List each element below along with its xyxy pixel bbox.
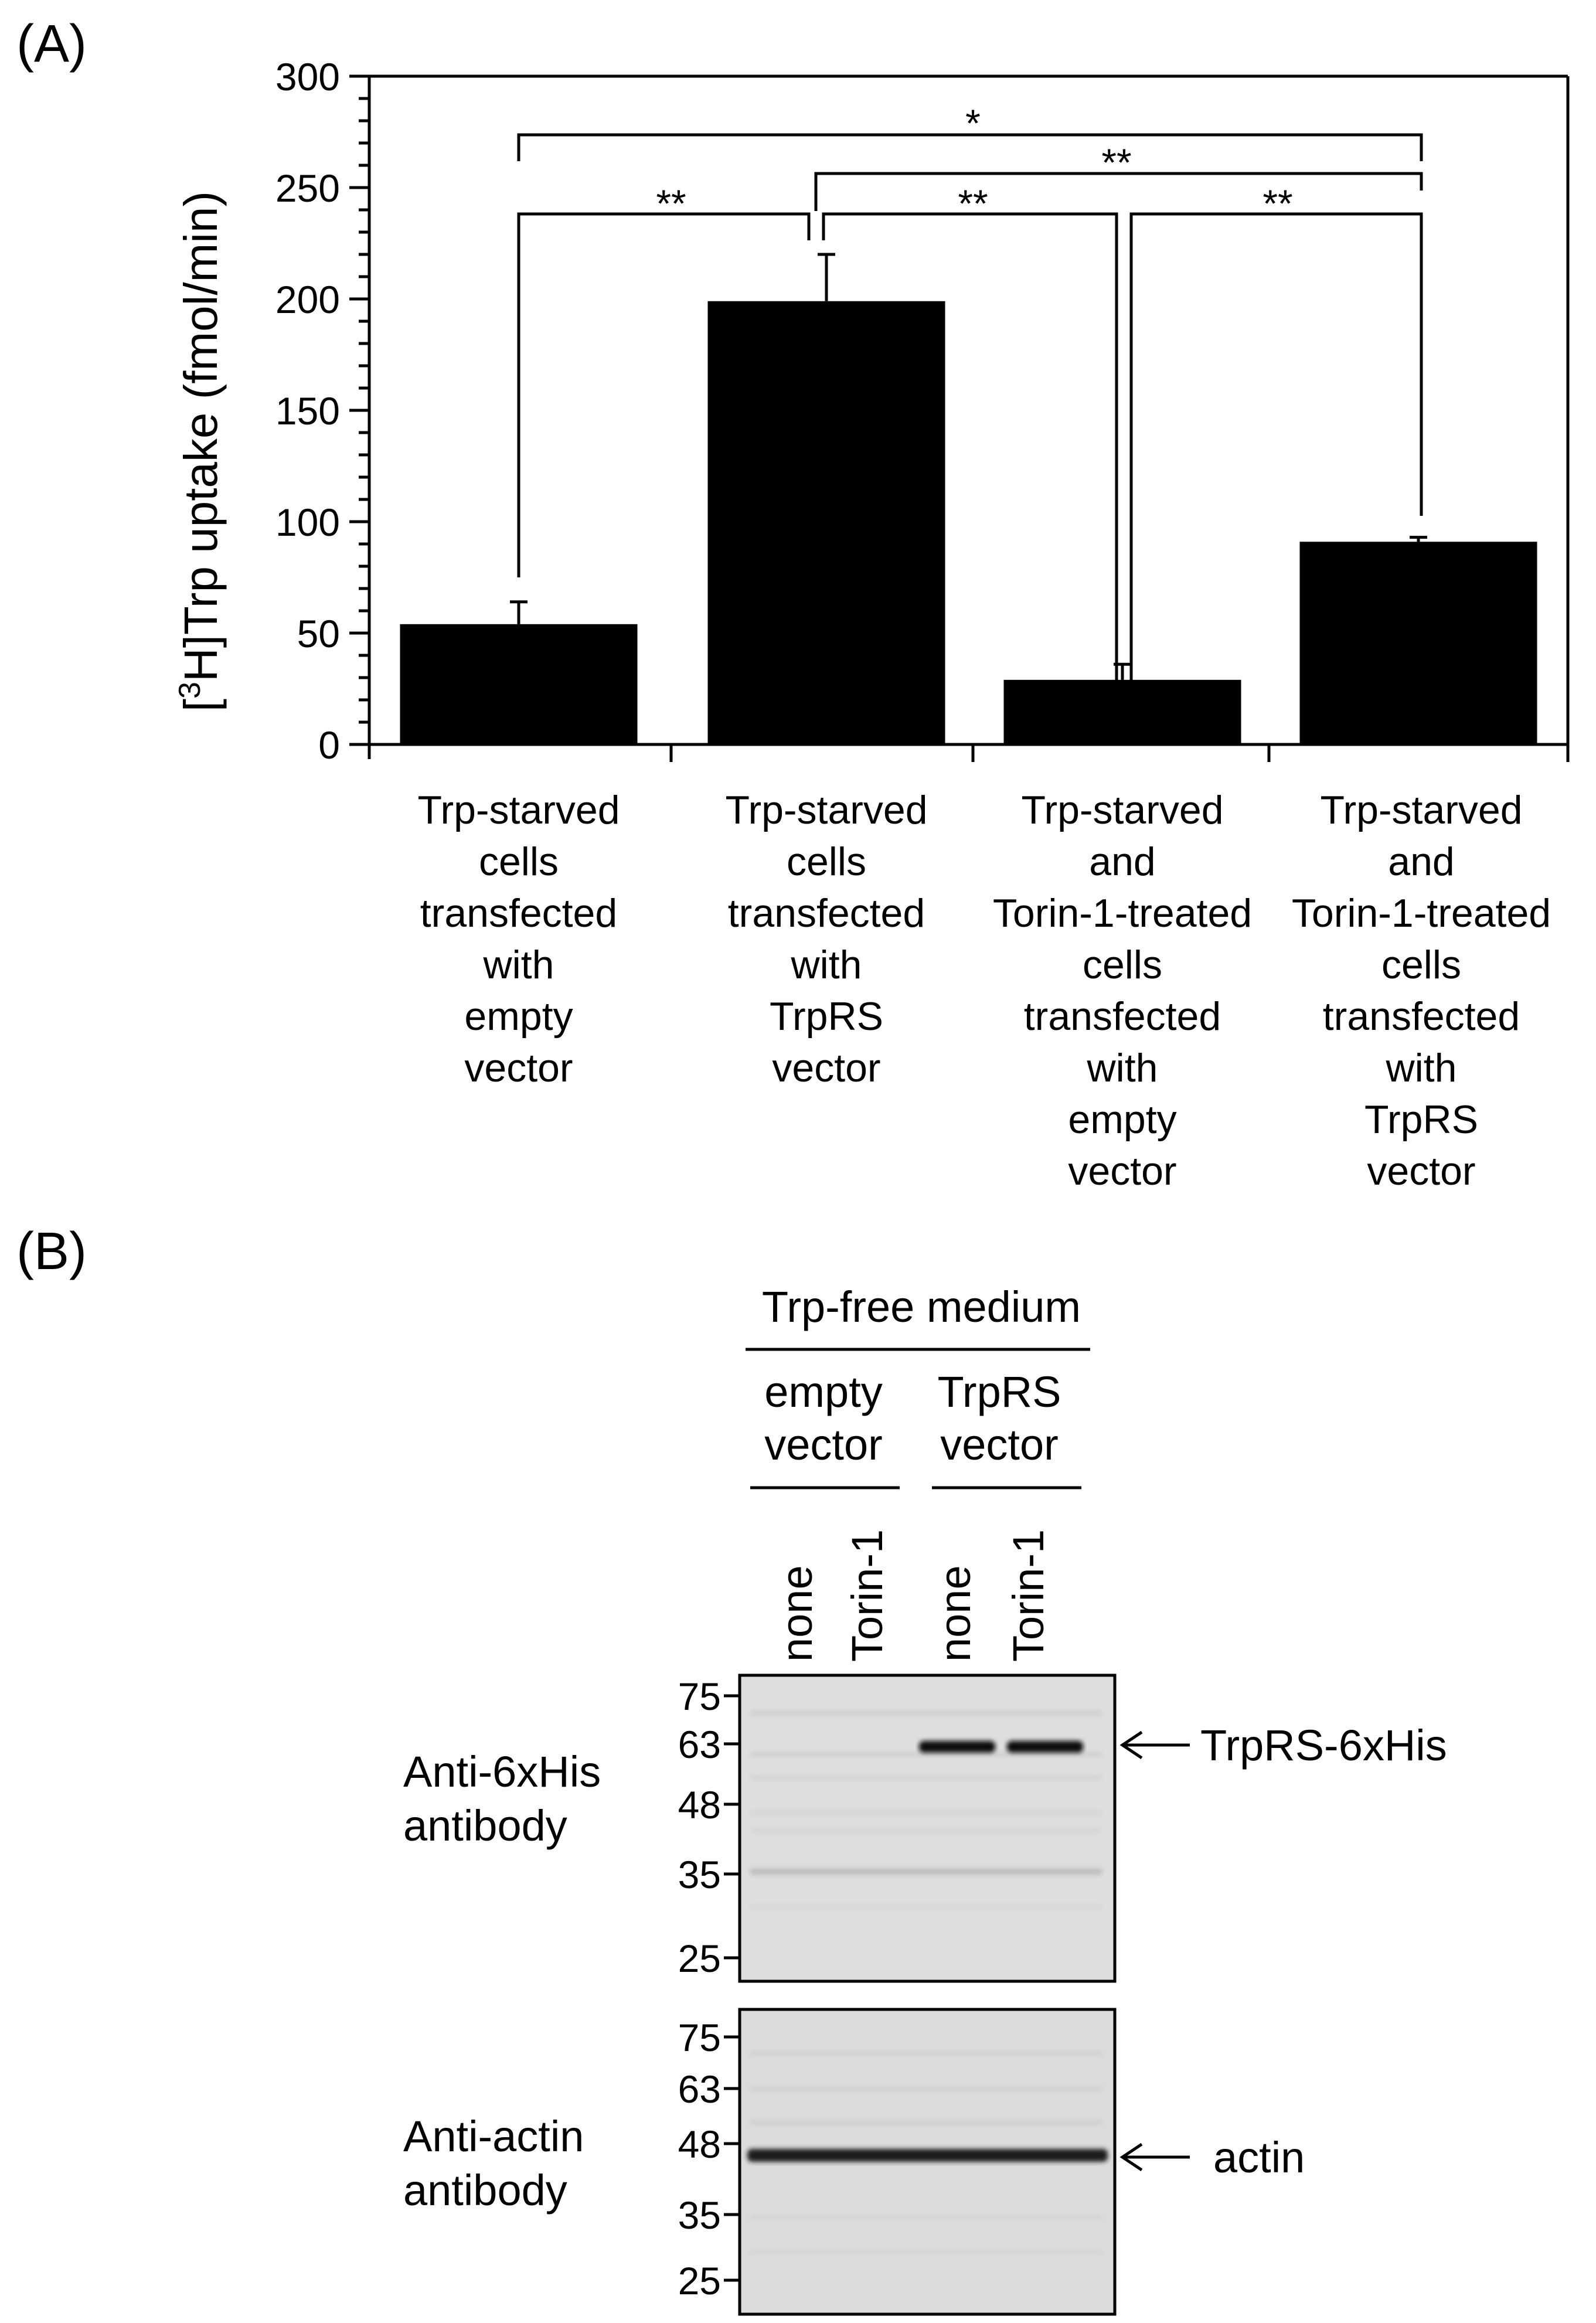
category-label-line: vector <box>772 1046 880 1090</box>
significance-labels: ** ** ** ** * <box>656 101 1292 225</box>
bar <box>707 301 945 744</box>
category-label-line: and <box>1388 839 1454 884</box>
category-label-line: with <box>791 943 862 987</box>
category-label-line: cells <box>479 839 559 884</box>
category-label-line: with <box>1386 1046 1457 1090</box>
panel-a-label: (A) <box>16 15 87 73</box>
bracket-2-3 <box>822 212 1118 680</box>
trprs-arrow-icon <box>1119 1730 1190 1760</box>
actin-band-label: actin <box>1213 2133 1305 2182</box>
category-label-line: transfected <box>1323 994 1520 1039</box>
actin-arrow-icon <box>1119 2142 1190 2172</box>
blot-2 <box>738 2008 1117 2316</box>
blot2-label-line1: Anti-actin <box>403 2112 584 2161</box>
y-tick-label: 250 <box>275 166 340 210</box>
y-tick-label: 150 <box>275 389 340 433</box>
category-label-line: Torin-1-treated <box>993 891 1252 936</box>
panel-b-label: (B) <box>16 1222 87 1281</box>
y-tick-label: 200 <box>275 278 340 321</box>
bracket-1-4 <box>517 133 1423 161</box>
mw-marker-label: 63 <box>678 2067 721 2111</box>
category-label-line: Torin-1-treated <box>1292 891 1551 936</box>
category-label-line: vector <box>1367 1149 1475 1193</box>
lane-label-4: Torin-1 <box>1004 1529 1053 1662</box>
x-axis-category-labels: Trp-starved cells transfected with empty vect… <box>417 788 1551 1193</box>
mw-marker-label: 75 <box>678 1675 721 1718</box>
mw-marker-label: 35 <box>678 2193 721 2237</box>
category-label-line: transfected <box>420 891 617 936</box>
category-label-line: Trp-starved <box>725 788 927 832</box>
category-label-line: Trp-starved <box>1021 788 1223 832</box>
category-label-line: vector <box>1068 1149 1176 1193</box>
category-label-line: cells <box>1083 943 1162 987</box>
bar <box>400 624 638 744</box>
vector-empty-line2: vector <box>764 1420 883 1469</box>
medium-header: Trp-free medium <box>762 1283 1081 1331</box>
category-label-line: cells <box>787 839 866 884</box>
category-label-line: cells <box>1381 943 1461 987</box>
category-label-line: TrpRS <box>1364 1097 1478 1142</box>
category-label-line: transfected <box>1024 994 1221 1039</box>
y-tick-label: 50 <box>297 612 340 655</box>
mw-marker-label: 48 <box>678 2123 721 2166</box>
category-label-line: transfected <box>728 891 925 936</box>
bar <box>1003 679 1241 744</box>
category-label-line: Trp-starved <box>417 788 620 832</box>
lane-label-3: none <box>931 1565 979 1662</box>
category-label-line: vector <box>464 1046 573 1090</box>
mw-marker-label: 35 <box>678 1853 721 1896</box>
bracket-1-2 <box>517 212 811 577</box>
sig-label-1-2: ** <box>656 182 686 225</box>
vector-empty-line1: empty <box>764 1368 883 1416</box>
blot-1 <box>738 1674 1117 1983</box>
category-label-line: and <box>1089 839 1155 884</box>
mw-marker-label: 75 <box>678 2016 721 2059</box>
sig-label-3-4: ** <box>1262 182 1292 225</box>
y-tick-label: 100 <box>275 501 340 544</box>
trprs-band-label: TrpRS-6xHis <box>1200 1721 1447 1770</box>
vector-trprs-line1: TrpRS <box>937 1368 1061 1416</box>
category-label-line: TrpRS <box>770 994 883 1039</box>
blot1-label-line1: Anti-6xHis <box>403 1747 601 1796</box>
sig-label-2-3: ** <box>958 182 988 225</box>
y-tick-label: 300 <box>275 55 340 98</box>
trprs-band-lane4 <box>1007 1741 1083 1753</box>
mw-marker-label: 25 <box>678 2259 721 2302</box>
category-label-line: with <box>1087 1046 1158 1090</box>
blot1-label-line2: antibody <box>403 1801 567 1850</box>
bracket-2-4 <box>814 172 1423 211</box>
lane-label-2: Torin-1 <box>843 1529 891 1662</box>
vector-trprs-line2: vector <box>940 1420 1059 1469</box>
y-tick-label: 0 <box>318 723 340 767</box>
sig-label-1-4: * <box>965 101 981 145</box>
mw-marker-label: 63 <box>678 1723 721 1766</box>
mw-marker-label: 48 <box>678 1783 721 1827</box>
lane-label-1: none <box>773 1565 821 1662</box>
y-axis: 0 50 100 150 200 250 300 <box>275 55 369 767</box>
category-label-line: empty <box>464 994 573 1039</box>
mw-marker-label: 25 <box>678 1937 721 1980</box>
bracket-3-4 <box>1129 212 1423 680</box>
trprs-band-lane3 <box>919 1741 995 1753</box>
y-axis-label: [3H]Trp uptake (fmol/min) <box>173 191 227 712</box>
actin-band <box>747 2149 1108 2162</box>
bar <box>1299 542 1537 744</box>
x-axis-ticks <box>669 744 1570 762</box>
category-label-line: Trp-starved <box>1320 788 1522 832</box>
category-label-line: with <box>483 943 554 987</box>
blot2-label-line2: antibody <box>403 2166 567 2215</box>
blot2-markers: 75 63 48 35 25 <box>678 2016 740 2302</box>
bar-series <box>400 253 1537 744</box>
sig-label-2-4: ** <box>1101 141 1131 184</box>
blot1-markers: 75 63 48 35 25 <box>678 1675 740 1980</box>
significance-brackets <box>517 133 1423 680</box>
category-label-line: empty <box>1068 1097 1176 1142</box>
